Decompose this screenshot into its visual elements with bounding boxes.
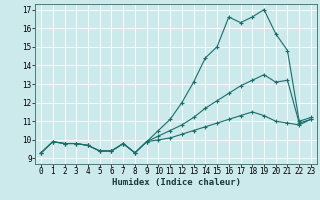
X-axis label: Humidex (Indice chaleur): Humidex (Indice chaleur) xyxy=(111,178,241,187)
